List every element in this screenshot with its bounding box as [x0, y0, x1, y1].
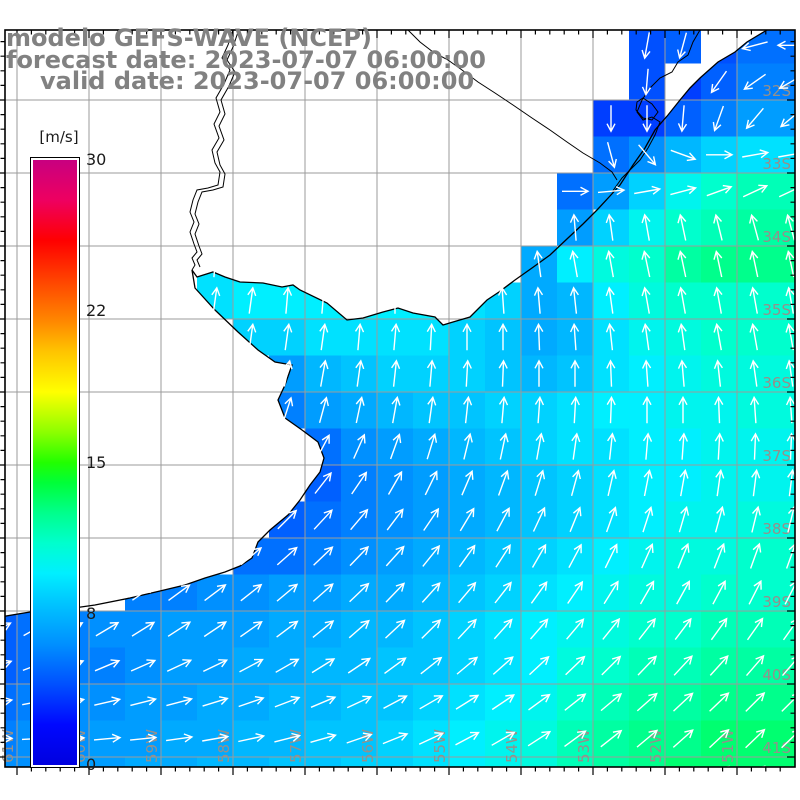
lon-label: 53W	[575, 729, 593, 763]
lon-label: 61W	[0, 729, 17, 763]
model-title: modelo GEFS-WAVE (NCEP)	[6, 24, 372, 52]
forecast-date-line: forecast date: 2023-07-07 06:00:00	[6, 45, 486, 74]
lat-label: 40S	[762, 666, 791, 684]
lon-label: 52W	[647, 729, 665, 763]
axis-ticks-layer	[0, 30, 795, 775]
colorbar-tick-label: 22	[86, 301, 107, 321]
valid-date-line: valid date: 2023-07-07 06:00:00	[40, 67, 475, 95]
lon-label: 58W	[215, 729, 233, 763]
lat-label: 34S	[762, 228, 791, 246]
lat-label: 37S	[762, 447, 791, 465]
lon-label: 54W	[503, 729, 521, 763]
lat-label: 36S	[762, 374, 791, 392]
colorbar-unit-label: [m/s]	[39, 128, 79, 146]
colorbar-tick-label: 8	[86, 603, 97, 623]
lat-label: 35S	[762, 301, 791, 319]
lon-label: 51W	[719, 729, 737, 763]
wind-arrows-layer	[5, 32, 795, 767]
colorbar-tick-label: 15	[86, 452, 107, 472]
lat-label: 41S	[762, 739, 791, 757]
lat-label: 33S	[762, 155, 791, 173]
colorbar-gradient	[33, 160, 77, 765]
lagoon-cells-layer	[521, 30, 701, 283]
colorbar-tick-label: 30	[86, 150, 107, 169]
lat-label: 38S	[762, 520, 791, 538]
colorbar-tick-label: 0	[86, 755, 97, 774]
lon-label: 59W	[143, 729, 161, 763]
lat-label: 39S	[762, 593, 791, 611]
colorbar	[30, 157, 80, 768]
coastline-layer	[5, 30, 768, 617]
map-frame	[4, 29, 796, 768]
grid-lines-layer	[5, 30, 795, 767]
plot-title-block: modelo GEFS-WAVE (NCEP) forecast date: 2…	[6, 24, 486, 95]
